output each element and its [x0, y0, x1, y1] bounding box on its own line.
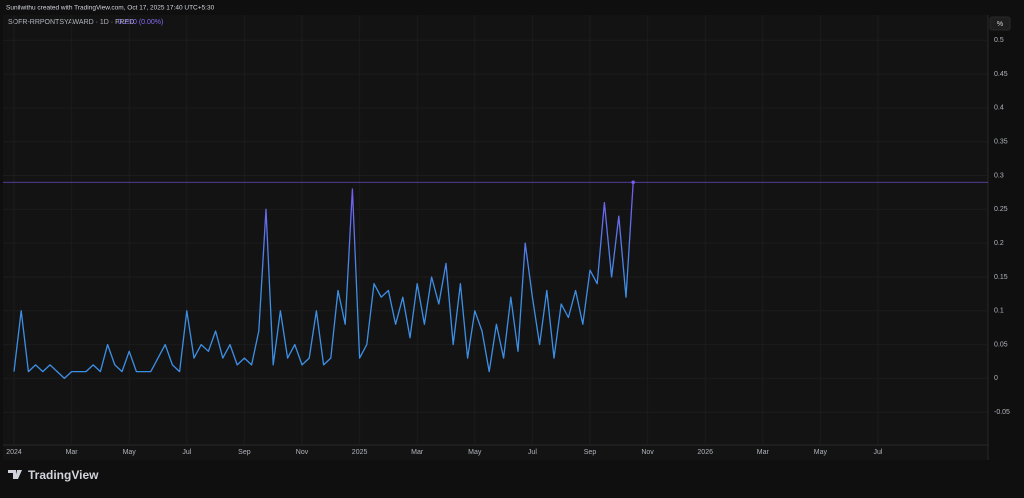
x-tick-label: May	[814, 449, 828, 456]
x-tick-label: May	[468, 449, 482, 456]
x-tick-label: Sep	[238, 449, 251, 456]
x-tick-label: Jul	[874, 449, 883, 456]
y-tick-label: 0.1	[994, 308, 1004, 315]
y-tick-label: 0.15	[994, 274, 1008, 281]
y-tick-label: 0.2	[994, 240, 1004, 247]
unit-label: %	[997, 21, 1003, 28]
y-tick-label: 0.05	[994, 341, 1008, 348]
y-tick-label: 0	[994, 375, 998, 382]
y-tick-label: 0.25	[994, 206, 1008, 213]
x-tick-label: Sep	[584, 449, 597, 456]
x-tick-label: 2026	[697, 449, 713, 456]
y-tick-label: 0.5	[994, 37, 1004, 44]
x-tick-label: Mar	[411, 449, 424, 456]
brand-logo	[8, 470, 22, 479]
header: Sunilwithu created with TradingView.com,…	[6, 5, 215, 12]
y-tick-label: 0.4	[994, 105, 1004, 112]
x-tick-label: Nov	[296, 449, 309, 456]
y-tick-label: 0.3	[994, 172, 1004, 179]
x-tick-label: Mar	[757, 449, 770, 456]
y-tick-label: -0.05	[994, 409, 1010, 416]
unit-box	[989, 16, 1011, 31]
x-tick-label: Jul	[182, 449, 191, 456]
line-series	[13, 182, 634, 380]
plot-area	[3, 15, 988, 460]
x-tick-label: Mar	[66, 449, 79, 456]
y-tick-label: 0.35	[994, 139, 1008, 146]
x-tick-label: Jul	[528, 449, 537, 456]
x-tick-label: 2025	[352, 449, 368, 456]
last-point	[631, 180, 635, 185]
change-label: 0 (0.00%)	[133, 19, 163, 26]
last-value: 0.29	[118, 19, 132, 26]
x-tick-label: Nov	[641, 449, 654, 456]
brand: TradingView	[28, 468, 99, 482]
x-tick-label: 2024	[6, 449, 22, 456]
y-tick-label: 0.45	[994, 71, 1008, 78]
x-tick-label: May	[123, 449, 137, 456]
chart-title: SOFR-RRPONTSYAWARD · 1D · FRED	[8, 19, 134, 26]
